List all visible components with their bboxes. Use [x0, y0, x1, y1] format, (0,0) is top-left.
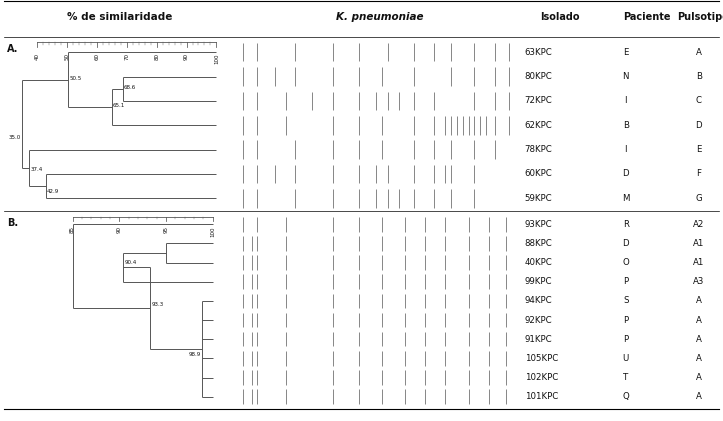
- Text: 101KPC: 101KPC: [525, 392, 558, 401]
- Text: 80KPC: 80KPC: [525, 72, 552, 81]
- Text: P: P: [623, 277, 628, 286]
- Text: D: D: [623, 239, 629, 248]
- Text: A3: A3: [693, 277, 704, 286]
- Text: P: P: [623, 316, 628, 325]
- Text: 35.0: 35.0: [9, 135, 21, 140]
- Text: 90.4: 90.4: [125, 260, 137, 265]
- Text: 50: 50: [64, 53, 69, 60]
- Text: 91KPC: 91KPC: [525, 335, 552, 344]
- Text: M: M: [622, 194, 630, 203]
- Text: A: A: [696, 296, 701, 305]
- Text: 85: 85: [70, 226, 75, 233]
- Text: 95: 95: [163, 226, 168, 233]
- Text: 92KPC: 92KPC: [525, 316, 552, 325]
- Text: 94KPC: 94KPC: [525, 296, 552, 305]
- Text: 80: 80: [154, 53, 159, 60]
- Text: 93KPC: 93KPC: [525, 220, 552, 229]
- Text: G: G: [696, 194, 702, 203]
- Text: R: R: [623, 220, 629, 229]
- Text: 63KPC: 63KPC: [525, 48, 552, 57]
- Text: 98.9: 98.9: [188, 352, 200, 357]
- Text: A: A: [696, 335, 701, 344]
- Text: 100: 100: [210, 226, 215, 237]
- Text: 68.6: 68.6: [124, 85, 136, 90]
- Text: 42.9: 42.9: [47, 189, 59, 194]
- Text: A: A: [696, 373, 701, 382]
- Text: A: A: [696, 48, 701, 57]
- Text: 40: 40: [35, 53, 40, 60]
- Text: 60: 60: [95, 53, 99, 60]
- Text: 105KPC: 105KPC: [525, 354, 558, 363]
- Text: B: B: [623, 121, 629, 130]
- Text: D: D: [696, 121, 702, 130]
- Text: O: O: [623, 258, 629, 267]
- Text: E: E: [696, 145, 701, 154]
- Text: D: D: [623, 170, 629, 179]
- Text: 99KPC: 99KPC: [525, 277, 552, 286]
- Text: % de similaridade: % de similaridade: [67, 12, 172, 22]
- Text: I: I: [625, 145, 627, 154]
- Text: Isolado: Isolado: [541, 12, 580, 22]
- Text: K. pneumoniae: K. pneumoniae: [335, 12, 424, 22]
- Text: 65.1: 65.1: [113, 103, 125, 108]
- Text: C: C: [696, 96, 702, 105]
- Text: E: E: [623, 48, 628, 57]
- Text: Q: Q: [623, 392, 629, 401]
- Text: Pulsotipo: Pulsotipo: [677, 12, 723, 22]
- Text: 62KPC: 62KPC: [525, 121, 552, 130]
- Text: U: U: [623, 354, 629, 363]
- Text: 90: 90: [184, 53, 189, 60]
- Text: A1: A1: [693, 258, 704, 267]
- Text: 37.4: 37.4: [30, 167, 43, 172]
- Text: 59KPC: 59KPC: [525, 194, 552, 203]
- Text: B.: B.: [7, 218, 18, 228]
- Text: 102KPC: 102KPC: [525, 373, 558, 382]
- Text: B: B: [696, 72, 702, 81]
- Text: N: N: [623, 72, 629, 81]
- Text: 50.5: 50.5: [69, 77, 82, 82]
- Text: Paciente: Paciente: [623, 12, 671, 22]
- Text: F: F: [696, 170, 701, 179]
- Text: T: T: [623, 373, 628, 382]
- Text: 100: 100: [214, 53, 219, 64]
- Text: A.: A.: [7, 44, 19, 53]
- Text: A: A: [696, 316, 701, 325]
- Text: 40KPC: 40KPC: [525, 258, 552, 267]
- Text: I: I: [625, 96, 627, 105]
- Text: 90: 90: [117, 226, 121, 233]
- Text: A1: A1: [693, 239, 704, 248]
- Text: A: A: [696, 392, 701, 401]
- Text: 60KPC: 60KPC: [525, 170, 552, 179]
- Text: S: S: [623, 296, 628, 305]
- Text: 78KPC: 78KPC: [525, 145, 552, 154]
- Text: 70: 70: [124, 53, 129, 60]
- Text: 88KPC: 88KPC: [525, 239, 552, 248]
- Text: A: A: [696, 354, 701, 363]
- Text: P: P: [623, 335, 628, 344]
- Text: 93.3: 93.3: [152, 302, 164, 307]
- Text: A2: A2: [693, 220, 704, 229]
- Text: 72KPC: 72KPC: [525, 96, 552, 105]
